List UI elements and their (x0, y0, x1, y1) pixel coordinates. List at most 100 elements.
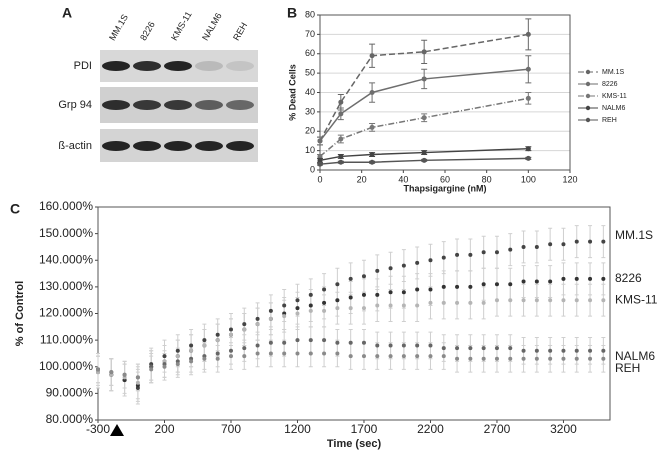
data-point (601, 276, 606, 281)
y-axis-title: % of Control (14, 281, 26, 346)
data-point (96, 367, 100, 372)
y-tick-label: 10 (305, 145, 315, 155)
data-point (308, 308, 313, 313)
data-point (525, 31, 531, 37)
legend-marker (585, 105, 591, 111)
data-point (215, 356, 220, 361)
data-point (561, 242, 566, 247)
lane-label: REH (231, 21, 249, 42)
y-tick-label: 130.000% (39, 279, 93, 293)
y-tick-label: 150.000% (39, 226, 93, 240)
data-point (574, 239, 579, 244)
data-point (202, 338, 207, 343)
data-point (335, 351, 340, 356)
data-point (348, 295, 353, 300)
x-tick-label: 80 (482, 174, 492, 184)
data-point (508, 247, 513, 252)
data-point (588, 276, 593, 281)
y-tick-label: 40 (305, 87, 315, 97)
data-point (388, 266, 393, 271)
data-point (421, 115, 427, 121)
blot-band (164, 61, 192, 71)
x-tick-label: 0 (317, 174, 322, 184)
data-point (317, 153, 323, 159)
data-point (494, 356, 499, 361)
legend-label: MM.1S (602, 69, 625, 76)
y-tick-label: 90.000% (46, 386, 94, 400)
data-point (401, 290, 406, 295)
x-tick-label: -300 (86, 422, 110, 436)
data-point (441, 346, 446, 351)
lane-label: NALM6 (200, 11, 224, 42)
data-point (415, 303, 420, 308)
data-point (521, 348, 526, 353)
data-point (401, 263, 406, 268)
legend-marker (585, 69, 591, 75)
data-point (175, 348, 180, 353)
blot-band (102, 100, 130, 110)
y-axis-title: % Dead Cells (287, 64, 297, 121)
data-point (322, 338, 327, 343)
data-point (421, 157, 427, 163)
data-point (455, 356, 460, 361)
data-point (481, 356, 486, 361)
x-tick-label: 2200 (417, 422, 444, 436)
plot-frame (319, 14, 571, 171)
data-point (202, 356, 207, 361)
data-point (189, 348, 194, 353)
x-tick-label: 1700 (351, 422, 378, 436)
data-point (162, 364, 167, 369)
data-point (421, 150, 427, 156)
blot-band (226, 100, 254, 110)
data-point (282, 340, 287, 345)
series-label: 8226 (615, 271, 642, 285)
data-point (525, 95, 531, 101)
x-tick-label: 120 (562, 174, 577, 184)
data-point (601, 348, 606, 353)
series-label: MM.1S (615, 228, 653, 242)
data-point (375, 343, 380, 348)
blot-band (195, 61, 223, 71)
y-tick-label: 20 (305, 126, 315, 136)
data-point (481, 250, 486, 255)
data-point (388, 354, 393, 359)
data-point (521, 279, 526, 284)
data-point (215, 351, 220, 356)
data-point (441, 284, 446, 289)
data-point (548, 242, 553, 247)
data-point (162, 354, 167, 359)
data-point (295, 306, 300, 311)
data-point (228, 332, 233, 337)
y-tick-label: 30 (305, 106, 315, 116)
data-point (295, 311, 300, 316)
x-tick-label: 20 (357, 174, 367, 184)
data-point (215, 338, 220, 343)
data-point (588, 298, 593, 303)
data-point (588, 356, 593, 361)
legend-marker (585, 117, 591, 123)
data-point (481, 282, 486, 287)
data-point (255, 351, 260, 356)
data-point (601, 356, 606, 361)
data-point (308, 292, 313, 297)
blot-band (195, 141, 223, 151)
data-point (525, 146, 531, 152)
data-point (308, 351, 313, 356)
blot-band (102, 141, 130, 151)
data-point (338, 136, 344, 142)
data-point (481, 300, 486, 305)
data-point (534, 348, 539, 353)
data-point (525, 66, 531, 72)
data-point (268, 308, 273, 313)
data-point (561, 298, 566, 303)
data-point (322, 308, 327, 313)
data-point (317, 157, 323, 163)
data-point (369, 152, 375, 157)
data-point (428, 343, 433, 348)
data-point (441, 300, 446, 305)
data-point (561, 356, 566, 361)
data-point (574, 348, 579, 353)
x-tick-label: 100 (521, 174, 536, 184)
data-point (348, 306, 353, 311)
